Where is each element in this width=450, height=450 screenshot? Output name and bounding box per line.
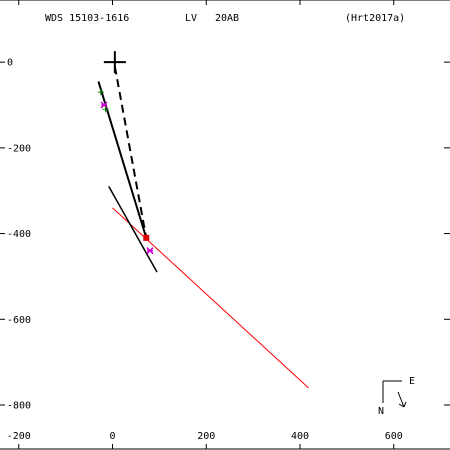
compass-north-label: N bbox=[378, 406, 384, 417]
x-tick-label: 400 bbox=[291, 431, 309, 442]
compass: E N bbox=[378, 376, 415, 417]
red-projection-line bbox=[112, 207, 309, 389]
compass-east-label: E bbox=[409, 376, 415, 387]
measurement-point-red bbox=[143, 234, 150, 241]
discoverer-label: LV bbox=[185, 13, 197, 24]
orbit-lines bbox=[97, 66, 309, 389]
components-label: 20AB bbox=[215, 13, 239, 24]
x-tick-label: 600 bbox=[385, 431, 403, 442]
x-tick-label: -200 bbox=[7, 431, 31, 442]
dashed-orbit-line bbox=[113, 66, 148, 239]
y-tick-label: -200 bbox=[7, 143, 31, 154]
x-tick-label: 200 bbox=[197, 431, 215, 442]
measurement-marks bbox=[97, 51, 154, 255]
motion-arrow-icon bbox=[397, 391, 407, 408]
y-tick-label: 0 bbox=[7, 58, 13, 69]
x-tick-label: 0 bbox=[109, 431, 115, 442]
trend-line bbox=[108, 186, 158, 273]
reference-label: (Hrt2017a) bbox=[345, 13, 405, 24]
y-tick-label: -400 bbox=[7, 229, 31, 240]
y-tick-label: -800 bbox=[7, 401, 31, 412]
wds-id-label: WDS 15103-1616 bbox=[45, 13, 129, 24]
y-tick-label: -600 bbox=[7, 315, 31, 326]
